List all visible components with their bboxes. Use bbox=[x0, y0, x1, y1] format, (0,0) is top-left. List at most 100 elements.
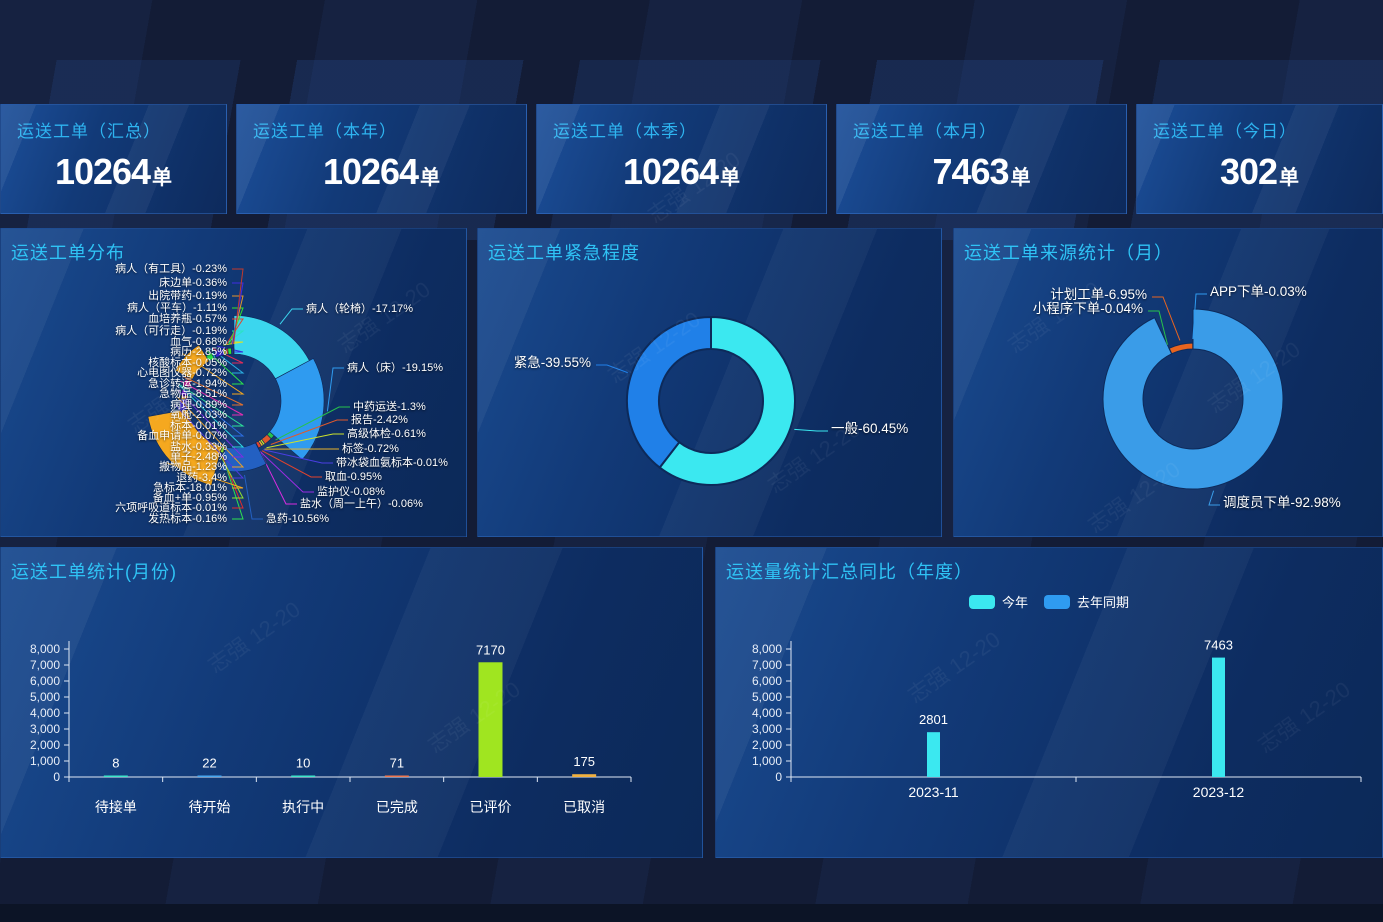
label-line bbox=[210, 348, 245, 374]
y-tick-label: 2,000 bbox=[752, 738, 782, 752]
category-label: 已评价 bbox=[470, 799, 512, 815]
monthly-bar-chart[interactable]: 0 1,000 2,000 3,000 4,000 5,000 6,000 7,000 8,00… bbox=[1, 548, 703, 858]
y-tick-label: 3,000 bbox=[30, 722, 60, 736]
label-line bbox=[263, 449, 333, 464]
pie-slice[interactable] bbox=[1102, 308, 1284, 490]
category-label: 已取消 bbox=[563, 799, 605, 815]
bar-value-label: 2801 bbox=[919, 712, 948, 727]
urgency-donut-chart[interactable] bbox=[478, 229, 942, 537]
bar[interactable] bbox=[384, 775, 409, 778]
bar[interactable] bbox=[291, 775, 316, 778]
bar-value-label: 7170 bbox=[476, 642, 505, 657]
panel-title: 运送工单紧急程度 bbox=[488, 243, 640, 263]
stat-card-quarter: 运送工单（本季） 10264 单 bbox=[536, 104, 827, 214]
label-line bbox=[178, 384, 245, 448]
stat-card-value: 10264 单 bbox=[54, 151, 173, 192]
panel-title: 运送工单来源统计（月） bbox=[964, 243, 1173, 263]
label-line bbox=[326, 367, 344, 412]
y-tick-label: 1,000 bbox=[752, 754, 782, 768]
panel-title: 运送工单分布 bbox=[11, 243, 125, 263]
source-donut-chart[interactable] bbox=[954, 229, 1383, 537]
yearly-bar-chart[interactable]: 0 1,000 2,000 3,000 4,000 5,000 6,000 7,000 8,00… bbox=[716, 548, 1383, 858]
pie-slice[interactable] bbox=[269, 358, 325, 461]
bar[interactable] bbox=[1212, 657, 1225, 777]
pie-slice[interactable] bbox=[227, 347, 233, 355]
bar[interactable] bbox=[197, 775, 222, 778]
pie-slice[interactable] bbox=[1168, 342, 1194, 355]
pie-slice[interactable] bbox=[147, 408, 223, 486]
panel-monthly-stats: 运送工单统计(月份) 0 1,000 2,000 3,000 4,000 5,000 6,0… bbox=[0, 547, 703, 858]
stat-card-value: 10264 单 bbox=[322, 151, 441, 192]
y-tick-label: 1,000 bbox=[30, 754, 60, 768]
category-label: 执行中 bbox=[282, 799, 324, 815]
category-label: 2023-11 bbox=[908, 784, 959, 800]
legend-swatch-this-year bbox=[968, 594, 995, 609]
label-line bbox=[206, 350, 245, 385]
label-line bbox=[179, 384, 245, 427]
panel-yearly-compare: 运送量统计汇总同比（年度） 今年 去年同期 0 1,000 2,000 3,000 4,… bbox=[715, 547, 1383, 858]
stat-card-value: 302 单 bbox=[1219, 151, 1300, 192]
label-line bbox=[222, 456, 244, 520]
label-line bbox=[222, 456, 244, 509]
pie-slice[interactable] bbox=[626, 315, 712, 469]
panel-title: 运送量统计汇总同比（年度） bbox=[726, 562, 973, 582]
label-line bbox=[261, 450, 322, 478]
stat-card-year: 运送工单（本年） 10264 单 bbox=[236, 104, 527, 214]
label-line bbox=[175, 404, 245, 479]
y-tick-label: 6,000 bbox=[30, 674, 60, 688]
bar[interactable] bbox=[478, 662, 503, 777]
label-line bbox=[182, 353, 245, 395]
y-tick-label: 4,000 bbox=[30, 706, 60, 720]
label-line bbox=[794, 428, 828, 432]
category-label: 已完成 bbox=[376, 799, 418, 815]
stat-card-value: 7463 单 bbox=[932, 151, 1031, 192]
label-line bbox=[228, 307, 244, 345]
bar[interactable] bbox=[572, 774, 597, 777]
stat-card-title: 运送工单（本年） bbox=[253, 122, 397, 141]
label-line bbox=[216, 345, 244, 353]
bar-value-label: 7463 bbox=[1204, 638, 1233, 653]
category-label: 2023-12 bbox=[1193, 784, 1245, 800]
label-line bbox=[596, 364, 628, 374]
panel-title: 运送工单统计(月份) bbox=[11, 562, 177, 582]
bar-value-label: 8 bbox=[112, 756, 119, 771]
panel-source: 运送工单来源统计（月） 调度员下单-92.98% 小程序下单-0.04% 计划工单-… bbox=[953, 228, 1383, 537]
bar[interactable] bbox=[103, 775, 128, 778]
label-line bbox=[270, 419, 348, 445]
label-line bbox=[259, 451, 314, 493]
distribution-pie-chart[interactable] bbox=[1, 229, 467, 537]
label-line bbox=[182, 375, 244, 406]
legend-label: 去年同期 bbox=[1077, 595, 1130, 610]
y-tick-label: 0 bbox=[53, 770, 60, 784]
legend-item-last-year[interactable]: 去年同期 bbox=[1044, 592, 1129, 611]
legend-label: 今年 bbox=[1001, 595, 1028, 610]
label-line bbox=[244, 474, 263, 520]
label-line bbox=[1208, 490, 1220, 506]
label-line bbox=[266, 433, 344, 449]
bar-value-label: 22 bbox=[202, 756, 216, 771]
pie-slice[interactable] bbox=[174, 344, 210, 380]
legend-swatch-last-year bbox=[1044, 594, 1070, 609]
label-line bbox=[259, 451, 297, 505]
label-line bbox=[176, 396, 245, 468]
bar[interactable] bbox=[927, 732, 940, 777]
stat-card-month: 运送工单（本月） 7463 单 bbox=[836, 104, 1127, 214]
pie-slice[interactable] bbox=[658, 315, 796, 486]
pie-slice[interactable] bbox=[232, 347, 235, 355]
legend-item-this-year[interactable]: 今年 bbox=[968, 592, 1028, 611]
stat-card-total: 运送工单（汇总） 10264 单 bbox=[0, 104, 227, 214]
panel-urgency: 运送工单紧急程度 一般-60.45% 紧急-39.55% bbox=[477, 228, 942, 537]
label-line bbox=[166, 462, 244, 489]
stat-card-title: 运送工单（汇总） bbox=[17, 122, 161, 141]
stat-cards-row: 运送工单（汇总） 10264 单 运送工单（本年） 10264 单 运送工单（本季）… bbox=[0, 104, 1383, 214]
y-tick-label: 7,000 bbox=[752, 658, 782, 672]
stat-card-today: 运送工单（今日） 302 单 bbox=[1136, 104, 1383, 214]
y-tick-label: 3,000 bbox=[752, 722, 782, 736]
stat-card-title: 运送工单（本月） bbox=[853, 122, 997, 141]
label-line bbox=[223, 341, 244, 346]
stat-card-title: 运送工单（今日） bbox=[1153, 122, 1297, 141]
y-tick-label: 8,000 bbox=[30, 642, 60, 656]
label-line bbox=[232, 268, 244, 345]
y-tick-label: 5,000 bbox=[752, 690, 782, 704]
legend: 今年 去年同期 bbox=[716, 592, 1382, 611]
